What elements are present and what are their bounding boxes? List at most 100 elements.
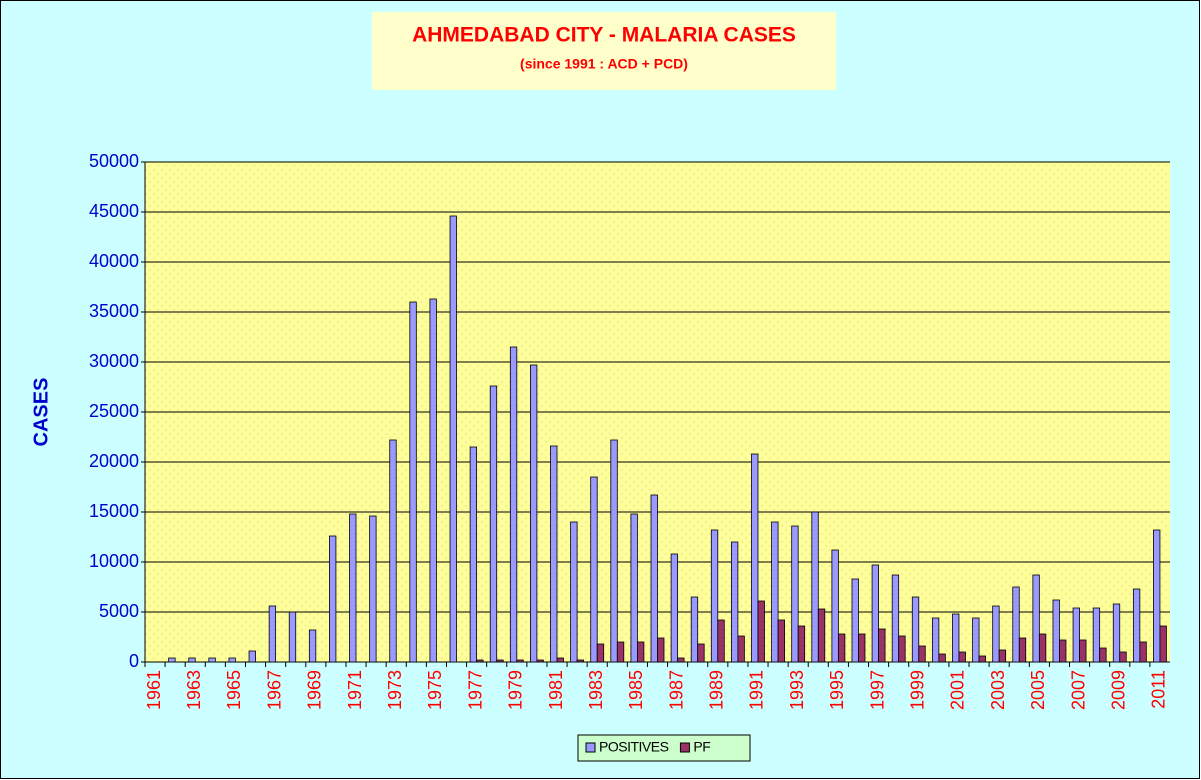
x-tick-label: 1993: [787, 670, 807, 710]
bar: [1079, 639, 1087, 663]
bar: [1012, 586, 1020, 663]
bar: [918, 645, 926, 663]
bar: [952, 613, 960, 663]
x-tick-label: 2003: [988, 670, 1008, 710]
chart-subtitle: (since 1991 : ACD + PCD): [520, 56, 688, 72]
bar: [1092, 607, 1101, 663]
bar: [509, 346, 518, 663]
bar: [771, 521, 779, 663]
bar: [717, 619, 725, 663]
bar: [168, 657, 176, 663]
bar: [369, 515, 377, 663]
bar: [596, 643, 605, 663]
bar: [476, 659, 484, 663]
bar: [389, 439, 397, 663]
bar: [690, 596, 699, 663]
bar: [1132, 588, 1141, 663]
bar: [1099, 647, 1107, 663]
x-tick-label: 1961: [144, 670, 164, 710]
bar: [751, 453, 759, 663]
bar: [1139, 641, 1147, 663]
bar: [777, 619, 785, 663]
bar: [576, 659, 585, 663]
y-tick-label: 20000: [89, 451, 139, 471]
bar: [288, 611, 297, 663]
bar: [550, 445, 558, 663]
x-tick-label: 2001: [948, 670, 968, 710]
bar: [958, 651, 966, 663]
x-tick-label: 1997: [867, 670, 887, 710]
x-tick-label: 1963: [184, 670, 204, 710]
y-tick-label: 15000: [89, 501, 139, 521]
bar: [469, 446, 478, 663]
x-tick-label: 1965: [224, 670, 244, 710]
y-tick-label: 10000: [89, 551, 139, 571]
bar: [329, 535, 337, 663]
bar: [268, 605, 277, 663]
bar: [590, 476, 598, 663]
bar: [737, 635, 745, 663]
bar: [817, 608, 826, 663]
bar: [710, 529, 719, 663]
y-tick-label: 35000: [89, 301, 139, 321]
bar: [1018, 637, 1027, 663]
x-tick-label: 1975: [425, 670, 445, 710]
bar: [831, 549, 839, 663]
legend-label: PF: [693, 739, 710, 755]
bar: [1153, 529, 1161, 663]
bar: [811, 511, 819, 663]
bar: [530, 364, 538, 663]
x-tick-label: 1981: [546, 670, 566, 710]
bar: [188, 657, 196, 663]
bar: [972, 617, 980, 663]
bar: [677, 657, 685, 663]
bar: [871, 564, 879, 663]
bar: [248, 650, 256, 663]
y-tick-label: 0: [129, 651, 139, 671]
bar: [556, 657, 564, 663]
x-tick-label: 2009: [1109, 670, 1129, 710]
bar: [1038, 633, 1047, 663]
legend-box: [577, 734, 751, 762]
bar: [730, 541, 739, 663]
bar: [851, 578, 859, 663]
bar: [516, 659, 524, 663]
bar: [650, 494, 658, 663]
y-tick-label: 50000: [89, 151, 139, 171]
bar: [1112, 603, 1121, 663]
bar: [791, 525, 799, 663]
bar: [228, 657, 236, 663]
bar: [489, 385, 498, 663]
chart-title: AHMEDABAD CITY - MALARIA CASES: [412, 24, 796, 47]
bar: [429, 298, 437, 663]
bar: [858, 633, 866, 663]
x-tick-label: 1987: [666, 670, 686, 710]
bar: [610, 439, 618, 663]
x-tick-label: 1967: [264, 670, 284, 710]
x-tick-label: 1971: [345, 670, 365, 710]
bar: [697, 643, 705, 663]
bar: [938, 653, 946, 663]
bar: [837, 633, 846, 663]
legend-swatch: [585, 742, 596, 753]
x-tick-label: 1969: [305, 670, 325, 710]
bar: [449, 215, 457, 663]
bar: [998, 649, 1007, 663]
bar: [931, 617, 940, 663]
bar: [1059, 639, 1067, 663]
bar: [757, 600, 765, 663]
x-tick-label: 1989: [707, 670, 727, 710]
x-tick-label: 1973: [385, 670, 405, 710]
bar: [992, 605, 1000, 663]
x-tick-label: 2005: [1028, 670, 1048, 710]
y-tick-label: 45000: [89, 201, 139, 221]
bar: [409, 301, 417, 663]
x-tick-label: 1999: [908, 670, 928, 710]
bar: [978, 655, 986, 663]
y-tick-label: 30000: [89, 351, 139, 371]
bar: [496, 659, 504, 663]
x-tick-label: 2011: [1149, 670, 1169, 709]
bar: [349, 513, 357, 663]
bar: [1119, 651, 1127, 663]
